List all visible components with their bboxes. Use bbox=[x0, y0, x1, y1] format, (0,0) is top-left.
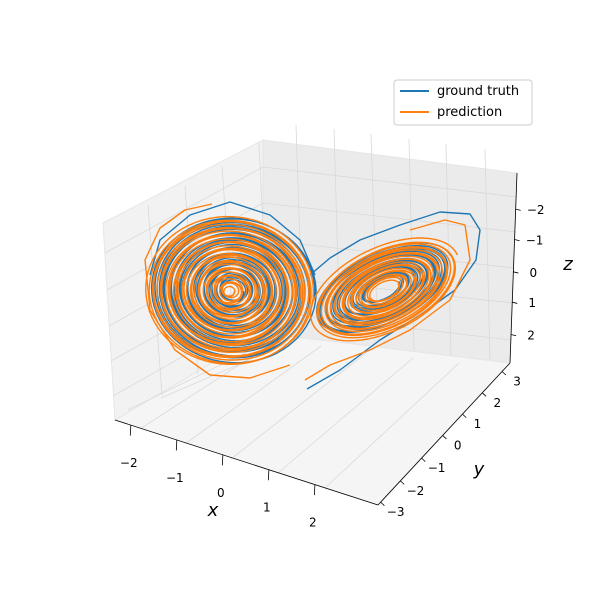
grid-line-x bbox=[184, 345, 322, 445]
y-tick-label: −1 bbox=[428, 461, 446, 475]
y-tick-label: −3 bbox=[387, 505, 405, 519]
trajectory-outer-path bbox=[304, 219, 471, 381]
y-tick-label: 1 bbox=[474, 417, 482, 431]
y-axis-title: y bbox=[473, 459, 485, 480]
y-tick-mark bbox=[442, 435, 447, 440]
legend-label-ground-truth: ground truth bbox=[437, 84, 519, 99]
x-tick-mark bbox=[175, 439, 178, 451]
grid-line-x bbox=[230, 351, 368, 460]
x-tick-label: 1 bbox=[263, 501, 271, 515]
grid-line-z bbox=[262, 202, 517, 233]
z-tick-mark bbox=[515, 208, 521, 211]
trajectory-right-lobe bbox=[309, 237, 459, 342]
x-tick-mark bbox=[221, 454, 224, 466]
y-tick-label: 2 bbox=[493, 396, 501, 410]
z-ticks: −2 −1 0 1 2 bbox=[510, 203, 545, 343]
y-tick-label: −2 bbox=[407, 484, 425, 498]
z-tick-label: 1 bbox=[528, 296, 536, 310]
z-axis-line bbox=[509, 172, 518, 364]
y-tick-mark bbox=[380, 501, 385, 506]
x-tick-label: 0 bbox=[217, 486, 225, 500]
x-tick-mark bbox=[129, 425, 132, 436]
grid-line-vertical bbox=[445, 143, 452, 356]
x-ticks: −2 −1 0 1 2 bbox=[120, 425, 317, 530]
trajectory-left-lobe bbox=[144, 215, 315, 365]
x-axis-line bbox=[114, 419, 379, 506]
z-tick-label: −2 bbox=[527, 203, 545, 217]
grid-line-z bbox=[262, 166, 518, 198]
z-tick-label: 2 bbox=[527, 329, 535, 343]
grid-line-x bbox=[324, 362, 460, 489]
y-tick-mark bbox=[400, 480, 405, 485]
z-tick-mark bbox=[513, 271, 519, 274]
x-tick-label: −2 bbox=[120, 456, 138, 470]
y-tick-mark bbox=[501, 371, 507, 376]
x-tick-label: −1 bbox=[166, 471, 184, 485]
x-tick-label: 2 bbox=[309, 516, 317, 530]
x-tick-mark bbox=[313, 484, 316, 496]
grid-line-z bbox=[262, 275, 514, 304]
grid-line-x bbox=[277, 357, 414, 474]
z-tick-label: −1 bbox=[526, 234, 544, 248]
x-tick-mark bbox=[267, 469, 270, 481]
y-tick-label: 0 bbox=[454, 438, 462, 452]
y-tick-label: 3 bbox=[513, 375, 521, 389]
y-tick-mark bbox=[462, 413, 467, 418]
z-tick-mark bbox=[510, 334, 517, 337]
legend-label-prediction: prediction bbox=[437, 105, 502, 120]
trajectory-left-lobe bbox=[150, 217, 317, 364]
z-tick-label: 0 bbox=[530, 266, 538, 280]
trajectory-outer-loop bbox=[144, 203, 291, 379]
series-prediction bbox=[144, 203, 471, 381]
trajectory-bridge bbox=[149, 201, 316, 276]
legend: ground truth prediction bbox=[393, 79, 533, 126]
y-axis-line bbox=[377, 362, 511, 506]
grid-line-vertical bbox=[484, 148, 491, 361]
y-tick-mark bbox=[421, 457, 426, 462]
z-tick-mark bbox=[514, 239, 520, 242]
z-tick-mark bbox=[512, 301, 518, 304]
z-axis-title: z bbox=[562, 254, 573, 275]
x-axis-title: x bbox=[207, 500, 219, 521]
trajectory-outer-path bbox=[306, 211, 481, 390]
y-tick-mark bbox=[482, 392, 487, 397]
